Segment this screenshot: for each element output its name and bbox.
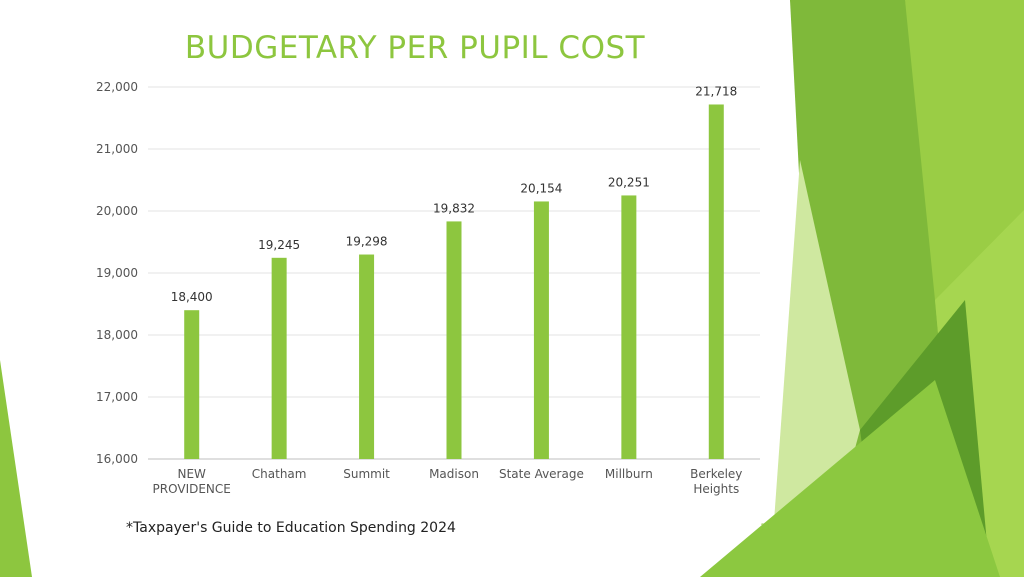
bar xyxy=(446,221,462,459)
bar xyxy=(533,201,549,459)
y-tick-label: 16,000 xyxy=(96,452,138,466)
x-tick-label: Berkeley xyxy=(690,467,742,481)
chart-bars: 18,400 19,245 19,298 19,832 20,154 20,251 21,7… xyxy=(171,84,737,460)
y-axis: 16,000 17,000 18,000 19,000 20,000 21,000 22,0… xyxy=(96,80,138,466)
data-label: 18,400 xyxy=(171,290,213,304)
data-label: 19,245 xyxy=(258,238,300,252)
y-tick-label: 17,000 xyxy=(96,390,138,404)
bar xyxy=(359,254,375,459)
y-tick-label: 18,000 xyxy=(96,328,138,342)
y-tick-label: 19,000 xyxy=(96,266,138,280)
deco-panel-bottom xyxy=(700,380,1000,577)
x-tick-label: Chatham xyxy=(252,467,307,481)
bar xyxy=(708,104,724,459)
data-label: 19,298 xyxy=(346,235,388,249)
y-tick-label: 21,000 xyxy=(96,142,138,156)
bar xyxy=(271,257,287,459)
bar xyxy=(184,310,200,459)
y-tick-label: 20,000 xyxy=(96,204,138,218)
slide-title: BUDGETARY PER PUPIL COST xyxy=(184,30,646,66)
x-tick-label: PROVIDENCE xyxy=(153,482,231,496)
x-tick-label: State Average xyxy=(499,467,584,481)
data-label: 20,154 xyxy=(520,181,562,195)
x-tick-label: Heights xyxy=(693,482,739,496)
source-footnote: *Taxpayer's Guide to Education Spending … xyxy=(126,520,456,536)
page-number: 11 xyxy=(760,523,772,533)
data-label: 21,718 xyxy=(695,84,737,98)
y-tick-label: 22,000 xyxy=(96,80,138,94)
data-label: 20,251 xyxy=(608,175,650,189)
x-tick-label: Summit xyxy=(343,467,390,481)
deco-left-sliver xyxy=(0,360,32,577)
data-label: 19,832 xyxy=(433,201,475,215)
x-tick-label: Madison xyxy=(429,467,479,481)
x-tick-label: NEW xyxy=(177,467,206,481)
x-tick-label: Millburn xyxy=(605,467,653,481)
bar xyxy=(621,195,637,460)
